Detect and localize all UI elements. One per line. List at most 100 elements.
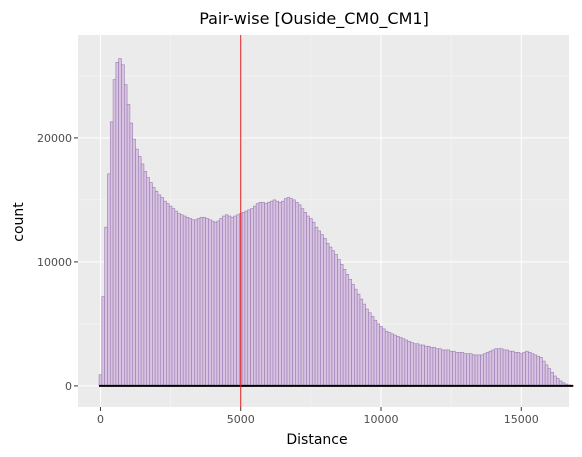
histogram-bar [427,345,431,387]
x-axis-title: Distance [286,432,347,448]
histogram-bar [140,163,145,387]
histogram-bar [112,79,117,387]
histogram-bar [255,203,260,387]
histogram-bar [241,212,246,387]
histogram-bar [166,203,170,387]
y-tick-label: 0 [65,380,72,393]
histogram-bar [421,344,425,387]
histogram-bar [199,216,204,387]
histogram-bar [457,352,462,387]
histogram-bar [547,368,552,387]
histogram-bar [185,216,190,387]
histogram-bar [499,348,504,387]
histogram-bar [356,293,361,387]
histogram-bar [171,208,176,387]
histogram-bar [98,374,103,387]
histogram-bar [261,202,265,387]
histogram-bar [225,214,229,387]
histogram-bar [278,202,282,387]
histogram-bar [469,353,473,387]
histogram-bar [286,197,291,387]
histogram-bar [365,308,369,387]
histogram-bar [340,264,344,387]
histogram-bar [404,339,408,387]
histogram-bar [250,208,254,387]
histogram-bar [303,212,307,387]
y-tick-label: 20000 [37,132,72,145]
histogram-bar [292,199,296,387]
histogram-bar [281,200,285,387]
histogram-bar [382,328,386,387]
y-axis-ticks: 0 10000 20000 [37,132,78,393]
histogram-bar [466,353,470,387]
histogram-bar [149,182,153,387]
histogram-bar [146,177,150,387]
histogram-bar [267,202,271,387]
histogram-bar [354,288,358,387]
histogram-bar [373,319,378,387]
histogram-bar [533,354,538,387]
histogram-bar [443,349,448,387]
histogram-bar [194,219,198,387]
histogram-bar [401,338,406,387]
histogram-bar [123,84,128,387]
histogram-bar [334,254,338,387]
histogram-bar [455,352,459,387]
histogram-bar [326,243,330,387]
histogram-bar [342,269,347,387]
x-tick-label: 0 [97,413,104,426]
histogram-bar [438,348,442,387]
y-axis-title: count [11,202,27,242]
histogram-bar [104,226,108,387]
histogram-bar [528,352,532,387]
histogram-bar [471,354,476,387]
histogram-bar [410,342,414,387]
y-tick-label: 10000 [37,256,72,269]
histogram-bar [550,371,554,387]
x-tick-label: 10000 [364,413,399,426]
histogram-bar [379,326,383,387]
histogram-bar [368,312,372,387]
histogram-bar [542,360,546,387]
histogram-bar [272,199,277,387]
histogram-bar [463,353,467,387]
histogram-bar [483,353,487,387]
histogram-bar [244,210,249,387]
histogram-bar [412,343,417,387]
histogram-bar [177,213,181,387]
histogram-bar [362,303,366,387]
histogram-bar [227,215,232,387]
histogram-bar [180,214,184,387]
histogram-bar [539,357,543,387]
x-tick-label: 5000 [227,413,255,426]
histogram-bar [154,190,159,387]
histogram-bar [491,349,495,387]
histogram-bar [460,352,465,387]
x-tick-label: 15000 [504,413,539,426]
histogram-bar [219,218,223,387]
histogram-bar [337,259,341,387]
chart-title: Pair-wise [Ouside_CM0_CM1] [199,9,429,29]
histogram-bar [163,200,167,387]
histogram-bar [384,331,389,387]
histogram-bar [311,221,316,387]
histogram-bar [317,230,321,387]
histogram-bar [191,219,195,387]
histogram-bar [132,138,136,387]
histogram-bar [513,352,518,387]
histogram-bar [309,218,313,387]
overlay-lines [99,35,574,407]
histogram-bar [544,364,549,387]
histogram-bar [435,348,439,387]
histogram-bar [477,354,481,387]
histogram-bar [208,219,212,387]
histogram-bar [157,194,162,387]
histogram-bar [511,350,515,387]
histogram-bar [449,350,453,387]
histogram-bar [101,296,105,387]
histogram-bar [390,333,394,387]
histogram-bar [135,148,139,387]
histogram-bar [505,349,509,387]
histogram-bar [160,197,164,387]
histogram-bar [182,215,187,387]
